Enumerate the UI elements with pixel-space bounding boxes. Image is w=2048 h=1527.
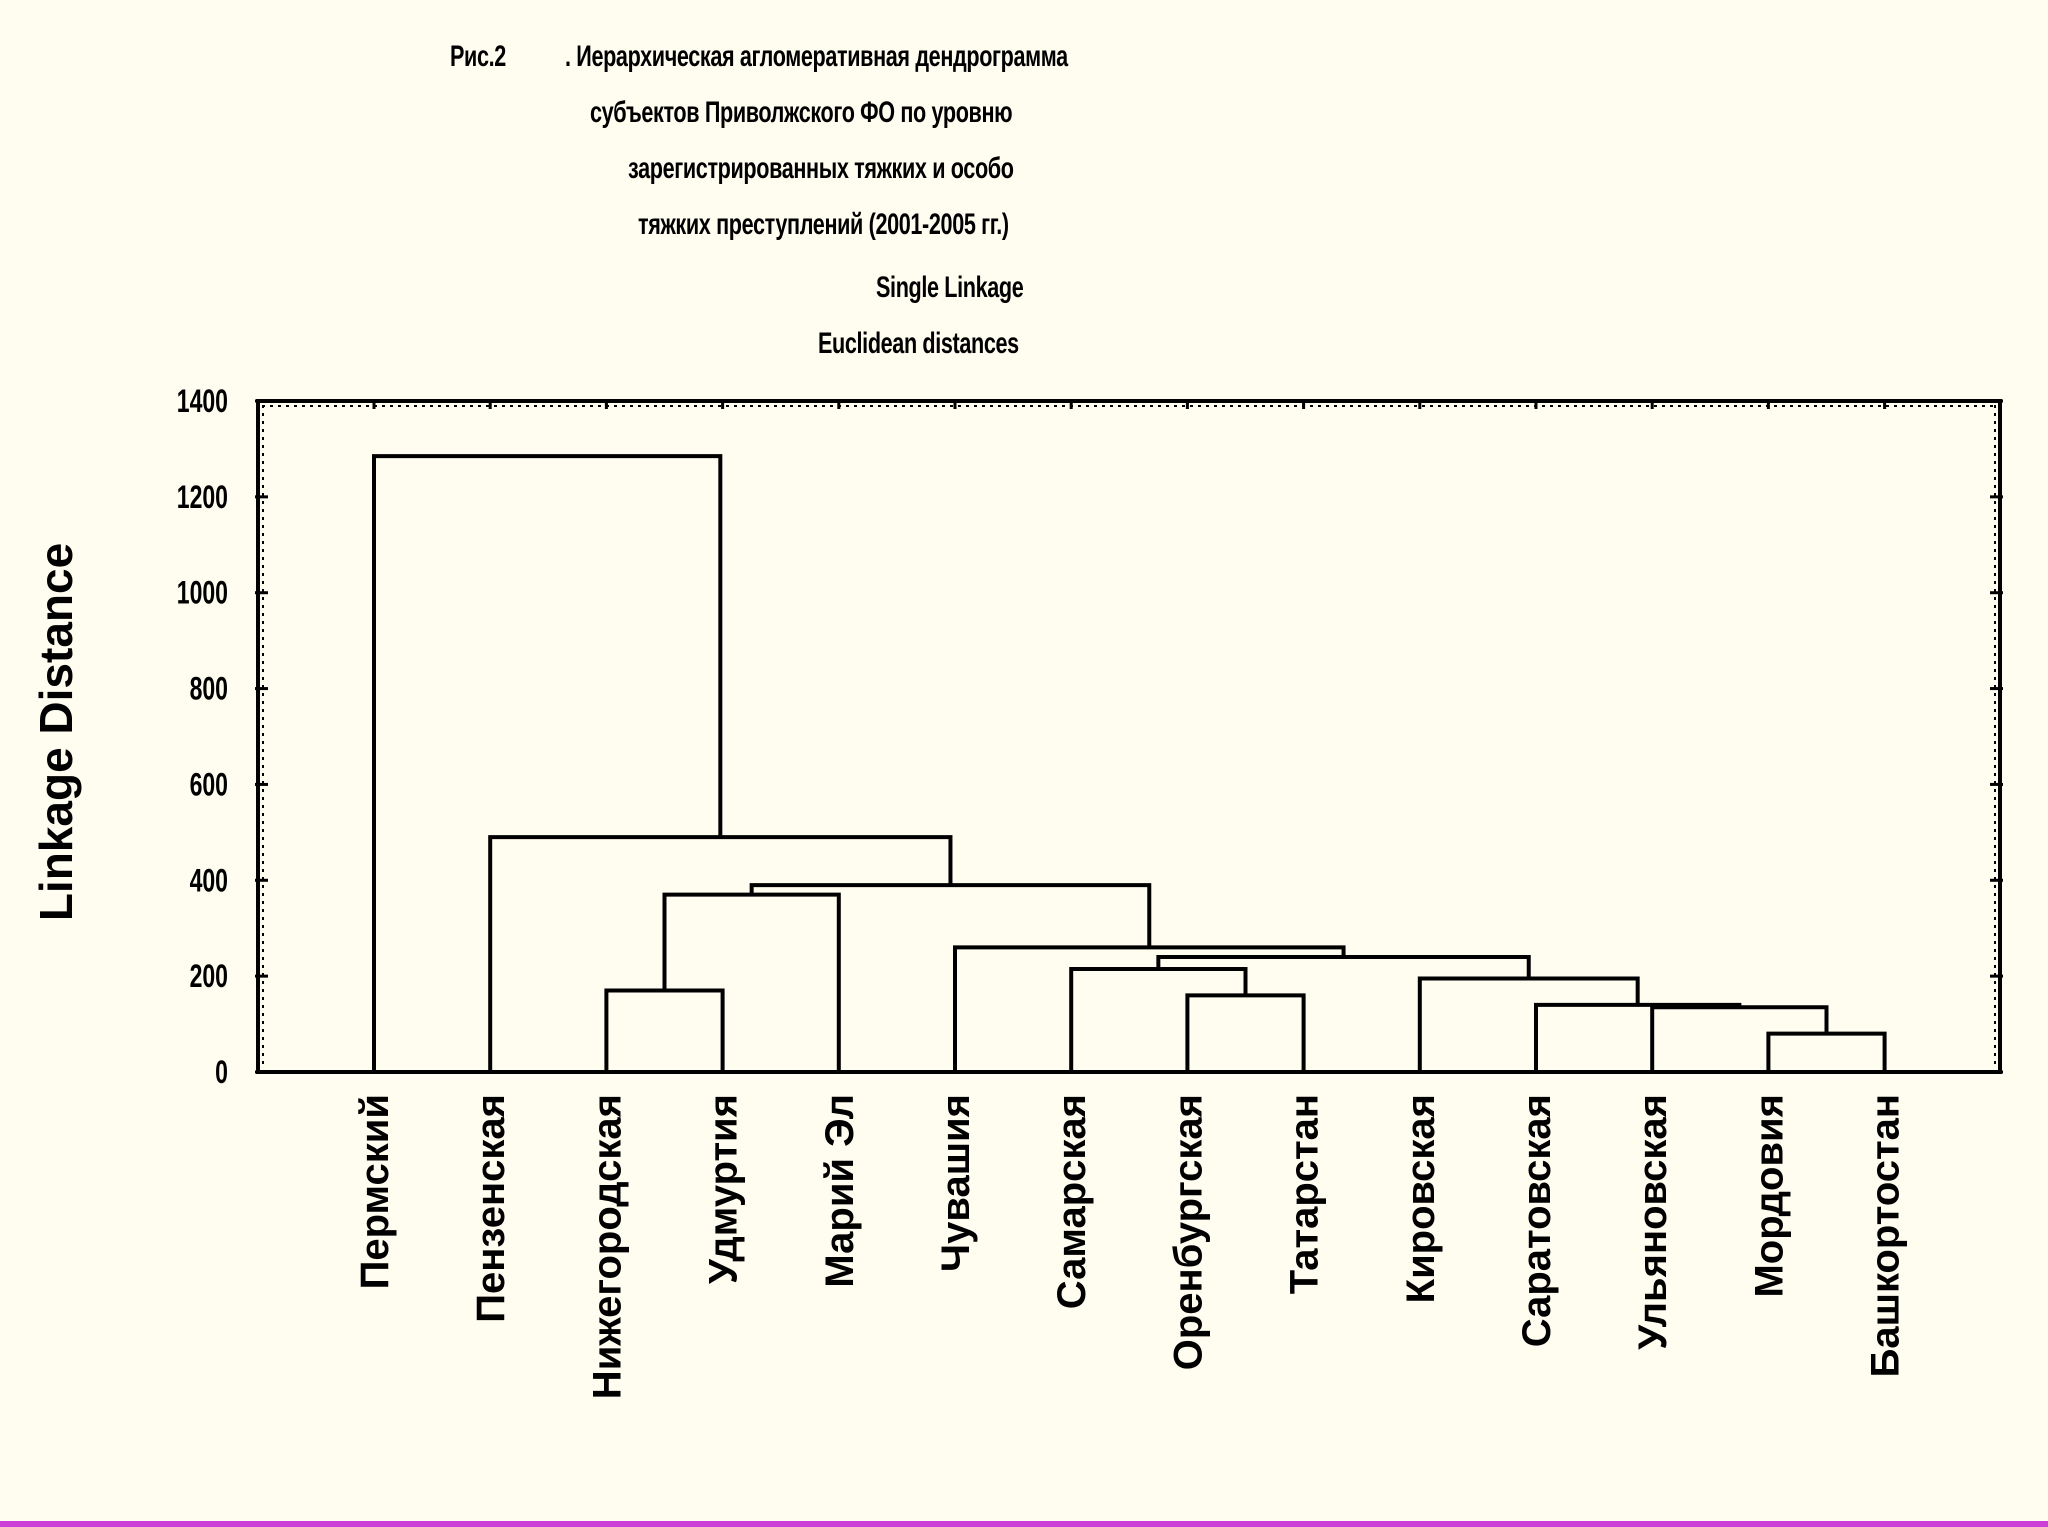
method-label: Single Linkage [876, 271, 1024, 304]
cluster-link [1417, 976, 1640, 1072]
cluster-link [953, 945, 1346, 1072]
figure-number: Рис.2 [450, 40, 506, 73]
leaf-label: Башкортостан [1864, 1094, 1908, 1377]
leaf-label: Ульяновская [1631, 1094, 1675, 1350]
y-tick-label: 1200 [177, 479, 228, 515]
title-line-3: зарегистрированных тяжких и особо [628, 152, 1014, 185]
cluster-link [1766, 1031, 1887, 1072]
title-line-1: . Иерархическая агломеративная дендрогра… [565, 40, 1068, 73]
leaf-labels: Пермский Пензенская Нижегородская Удмуртия М… [353, 1094, 1908, 1399]
cluster-link [604, 988, 725, 1072]
cluster-link [1650, 1005, 1829, 1072]
metric-label: Euclidean distances [818, 327, 1019, 360]
leaf-label: Чувашия [934, 1094, 978, 1272]
cluster-link [1534, 1002, 1742, 1072]
leaf-label: Оренбургская [1166, 1094, 1210, 1370]
y-tick-label: 600 [190, 767, 228, 803]
leaf-label: Татарстан [1283, 1094, 1327, 1294]
y-axis-label: Linkage Distance [30, 543, 82, 921]
leaf-label: Марий Эл [818, 1094, 862, 1288]
leaf-label: Кировская [1399, 1094, 1443, 1303]
y-tick-label: 800 [190, 671, 228, 707]
y-tick-label: 200 [190, 958, 228, 994]
leaf-label: Саратовская [1515, 1094, 1559, 1347]
y-tick-label: 0 [215, 1054, 228, 1090]
title-line-4: тяжких преступлений (2001-2005 гг.) [638, 208, 1009, 241]
y-tick-label: 400 [190, 863, 228, 899]
y-tick-label: 1000 [177, 575, 228, 611]
leaf-label: Пермский [353, 1094, 397, 1289]
bottom-border [0, 1521, 2048, 1527]
cluster-link [1185, 993, 1306, 1072]
dendrogram-links [372, 454, 1887, 1072]
cluster-link [488, 835, 953, 1072]
cluster-link [1069, 966, 1248, 1072]
leaf-label: Мордовия [1747, 1094, 1791, 1298]
leaf-label: Самарская [1050, 1094, 1094, 1309]
y-axis: 0 200 400 600 800 1000 1200 1400 [177, 383, 2003, 1090]
y-tick-label: 1400 [177, 383, 228, 419]
leaf-label: Пензенская [469, 1094, 513, 1323]
cluster-link [662, 892, 841, 1072]
cluster-link [372, 454, 723, 1072]
title-line-2: субъектов Приволжского ФО по уровню [590, 96, 1013, 129]
plot-frame [256, 399, 2002, 1074]
leaf-label: Нижегородская [585, 1094, 629, 1399]
leaf-label: Удмуртия [702, 1094, 746, 1284]
plot-border [256, 399, 2002, 1074]
